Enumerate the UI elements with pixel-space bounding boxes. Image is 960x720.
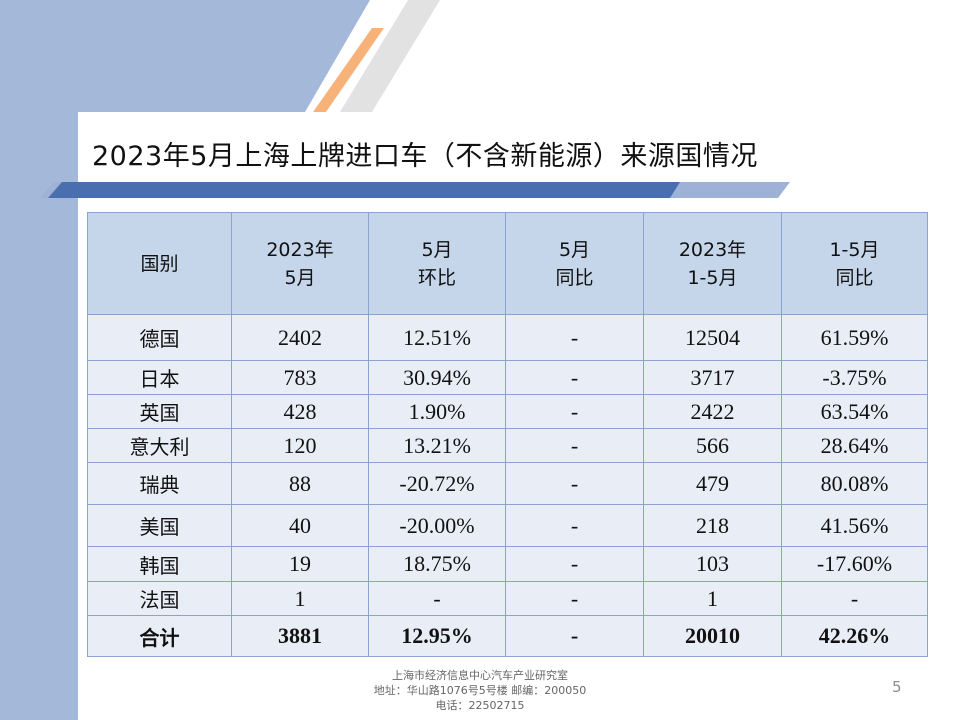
- jan-may-yoy-cell: 41.56%: [781, 504, 928, 547]
- jan-may-yoy-cell: 61.59%: [781, 314, 928, 361]
- decorative-header-band: [0, 0, 960, 112]
- country-cell: 瑞典: [87, 462, 232, 505]
- jan-may-yoy-cell: 80.08%: [781, 462, 928, 505]
- total-may-yoy-cell: -: [505, 615, 644, 657]
- country-cell: 美国: [87, 504, 232, 547]
- footer-contact: 上海市经济信息中心汽车产业研究室 地址：华山路1076号5号楼 邮编：20005…: [360, 668, 600, 713]
- may-mom-cell: 18.75%: [368, 546, 506, 582]
- may-yoy-cell: -: [505, 394, 644, 429]
- footer-address: 地址：华山路1076号5号楼 邮编：200050: [373, 684, 587, 697]
- may-yoy-cell: -: [505, 360, 644, 395]
- country-cell: 德国: [87, 314, 232, 361]
- country-cell: 法国: [87, 581, 232, 616]
- total-jan-may-yoy-cell: 42.26%: [781, 615, 928, 657]
- country-cell: 意大利: [87, 428, 232, 463]
- may-mom-cell: 30.94%: [368, 360, 506, 395]
- may-2023-cell: 120: [231, 428, 369, 463]
- jan-may-yoy-cell: -3.75%: [781, 360, 928, 395]
- total-may-mom-cell: 12.95%: [368, 615, 506, 657]
- total-jan-may-2023-cell: 20010: [643, 615, 782, 657]
- country-cell: 日本: [87, 360, 232, 395]
- decorative-sidebar: [0, 0, 78, 720]
- jan-may-yoy-cell: 28.64%: [781, 428, 928, 463]
- jan-may-2023-cell: 103: [643, 546, 782, 582]
- may-yoy-cell: -: [505, 581, 644, 616]
- jan-may-2023-cell: 1: [643, 581, 782, 616]
- title-panel: [78, 112, 960, 182]
- page-number: 5: [892, 678, 902, 696]
- country-cell: 英国: [87, 394, 232, 429]
- may-2023-cell: 2402: [231, 314, 369, 361]
- footer-phone: 电话：22502715: [435, 699, 525, 712]
- may-mom-cell: 13.21%: [368, 428, 506, 463]
- column-header-may-mom: 5月 环比: [368, 212, 506, 315]
- jan-may-2023-cell: 218: [643, 504, 782, 547]
- may-2023-cell: 19: [231, 546, 369, 582]
- may-yoy-cell: -: [505, 428, 644, 463]
- may-yoy-cell: -: [505, 504, 644, 547]
- table-total-row: 合计 3881 12.95% - 20010 42.26%: [87, 615, 928, 657]
- footer-organization: 上海市经济信息中心汽车产业研究室: [392, 669, 568, 682]
- may-2023-cell: 88: [231, 462, 369, 505]
- table-row: 韩国 19 18.75% - 103 -17.60%: [87, 546, 928, 582]
- jan-may-2023-cell: 3717: [643, 360, 782, 395]
- table-row: 瑞典 88 -20.72% - 479 80.08%: [87, 462, 928, 505]
- total-may-2023-cell: 3881: [231, 615, 369, 657]
- country-cell: 韩国: [87, 546, 232, 582]
- column-header-may-yoy: 5月 同比: [505, 212, 644, 315]
- may-mom-cell: 1.90%: [368, 394, 506, 429]
- jan-may-2023-cell: 566: [643, 428, 782, 463]
- jan-may-yoy-cell: 63.54%: [781, 394, 928, 429]
- may-mom-cell: -20.00%: [368, 504, 506, 547]
- table-row: 德国 2402 12.51% - 12504 61.59%: [87, 314, 928, 361]
- import-origin-table: 国别 2023年 5月 5月 环比 5月 同比 2023年 1-5月 1-5月 同比 德国…: [87, 212, 928, 657]
- may-yoy-cell: -: [505, 546, 644, 582]
- jan-may-2023-cell: 2422: [643, 394, 782, 429]
- table-row: 意大利 120 13.21% - 566 28.64%: [87, 428, 928, 463]
- may-yoy-cell: -: [505, 314, 644, 361]
- column-header-country: 国别: [87, 212, 232, 315]
- jan-may-yoy-cell: -17.60%: [781, 546, 928, 582]
- table-row: 法国 1 - - 1 -: [87, 581, 928, 616]
- column-header-may-2023: 2023年 5月: [231, 212, 369, 315]
- column-header-jan-may-yoy: 1-5月 同比: [781, 212, 928, 315]
- may-2023-cell: 428: [231, 394, 369, 429]
- table-header-row: 国别 2023年 5月 5月 环比 5月 同比 2023年 1-5月 1-5月 同比: [87, 212, 928, 315]
- table-row: 美国 40 -20.00% - 218 41.56%: [87, 504, 928, 547]
- may-2023-cell: 1: [231, 581, 369, 616]
- may-yoy-cell: -: [505, 462, 644, 505]
- may-2023-cell: 40: [231, 504, 369, 547]
- may-mom-cell: -: [368, 581, 506, 616]
- jan-may-yoy-cell: -: [781, 581, 928, 616]
- may-mom-cell: -20.72%: [368, 462, 506, 505]
- jan-may-2023-cell: 479: [643, 462, 782, 505]
- may-mom-cell: 12.51%: [368, 314, 506, 361]
- jan-may-2023-cell: 12504: [643, 314, 782, 361]
- may-2023-cell: 783: [231, 360, 369, 395]
- column-header-jan-may-2023: 2023年 1-5月: [643, 212, 782, 315]
- title-underline-bar: [40, 182, 790, 198]
- table-row: 日本 783 30.94% - 3717 -3.75%: [87, 360, 928, 395]
- table-row: 英国 428 1.90% - 2422 63.54%: [87, 394, 928, 429]
- total-label-cell: 合计: [87, 615, 232, 657]
- page-title: 2023年5月上海上牌进口车（不含新能源）来源国情况: [92, 141, 758, 172]
